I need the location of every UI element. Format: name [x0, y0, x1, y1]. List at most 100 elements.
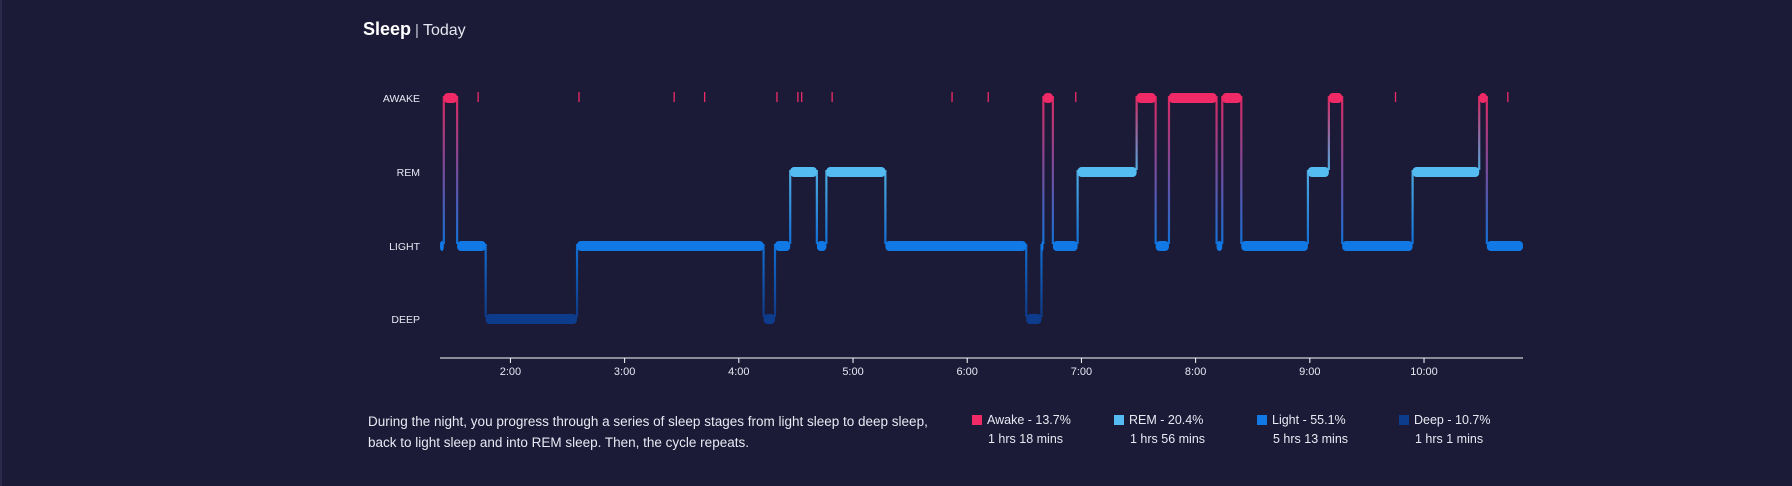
transition-6 [789, 170, 792, 244]
segment-rem-9 [826, 167, 886, 177]
x-tick-label-8: 10:00 [1410, 366, 1438, 378]
segment-rem-7 [790, 167, 817, 177]
transition-23 [1341, 96, 1344, 244]
sleep-description: During the night, you progress through a… [368, 414, 928, 450]
segment-awake-18 [1168, 93, 1217, 103]
segment-rem-22 [1307, 167, 1329, 177]
legend-label-rem: REM - 20.4% [1129, 413, 1204, 427]
transition-26 [1485, 96, 1488, 244]
legend-deep: Deep - 10.7% 1 hrs 1 mins [1399, 413, 1490, 446]
legend-label-awake: Awake - 13.7% [987, 413, 1071, 427]
x-tick-label-2: 4:00 [728, 366, 749, 378]
segment-awake-26 [1479, 93, 1487, 103]
legend-swatch-light [1257, 415, 1267, 425]
transition-1 [456, 96, 459, 244]
stage-label-awake: AWAKE [383, 93, 420, 105]
stage-label-deep: DEEP [391, 314, 420, 326]
brief-awakening-tick-1 [578, 92, 580, 102]
brief-awakening-tick-2 [673, 92, 675, 102]
transition-20 [1240, 96, 1243, 244]
title-separator: | [415, 22, 419, 39]
transition-15 [1135, 96, 1138, 170]
brief-awakening-tick-5 [797, 92, 799, 102]
transition-16 [1154, 96, 1157, 244]
transition-8 [825, 170, 828, 244]
stage-label-light: LIGHT [389, 241, 421, 253]
x-tick-label-5: 7:00 [1071, 366, 1092, 378]
segment-awake-16 [1136, 93, 1156, 103]
legend-light: Light - 55.1% 5 hrs 13 mins [1257, 413, 1348, 446]
segment-light-19 [1216, 241, 1223, 251]
x-tick-label-3: 5:00 [842, 366, 863, 378]
legend-awake: Awake - 13.7% 1 hrs 18 mins [972, 413, 1071, 446]
brief-awakening-tick-6 [801, 92, 803, 102]
stage-label-rem: REM [397, 167, 420, 179]
segment-light-14 [1052, 241, 1078, 251]
brief-awakening-tick-0 [477, 92, 479, 102]
brief-awakening-tick-9 [987, 92, 989, 102]
legend-swatch-rem [1114, 415, 1124, 425]
transition-12 [1042, 96, 1045, 244]
x-tick-label-6: 8:00 [1185, 366, 1206, 378]
legend-duration-light: 5 hrs 13 mins [1273, 432, 1349, 446]
transition-3 [575, 244, 579, 317]
segment-light-2 [457, 241, 486, 251]
segment-light-12 [1041, 241, 1044, 251]
transition-17 [1167, 96, 1171, 244]
segment-rem-15 [1077, 167, 1137, 177]
segment-light-6 [774, 241, 791, 251]
segment-light-27 [1486, 241, 1523, 251]
transition-18 [1215, 96, 1218, 244]
transition-13 [1051, 96, 1054, 244]
legend-duration-rem: 1 hrs 56 mins [1130, 432, 1206, 446]
brief-awakening-tick-3 [703, 92, 706, 102]
title-main: Sleep [363, 19, 412, 39]
segment-awake-1 [443, 93, 458, 103]
transition-10 [1025, 244, 1028, 317]
brief-awakening-tick-7 [831, 92, 833, 102]
sleep-stage-chart: AWAKE REM LIGHT DEEP 2:00 3:00 4:00 5:00 6:00 7:0… [383, 92, 1523, 378]
transition-25 [1478, 96, 1481, 170]
transition-24 [1411, 170, 1414, 244]
segment-deep-5 [763, 314, 775, 324]
segment-deep-3 [485, 314, 578, 324]
segment-light-10 [885, 241, 1027, 251]
segment-light-17 [1155, 241, 1169, 251]
brief-awakening-tick-10 [1075, 92, 1077, 102]
transition-19 [1221, 96, 1224, 244]
transition-21 [1306, 170, 1310, 244]
segment-awake-20 [1222, 93, 1242, 103]
transition-5 [773, 244, 777, 317]
transition-0 [442, 96, 445, 244]
window-edge [0, 0, 2, 486]
brief-awakening-tick-11 [1394, 92, 1397, 102]
segment-awake-23 [1328, 93, 1343, 103]
title-period: Today [422, 22, 466, 39]
x-tick-label-4: 6:00 [957, 366, 978, 378]
legend-label-light: Light - 55.1% [1272, 413, 1346, 427]
brief-awakening-tick-12 [1507, 92, 1509, 102]
transition-11 [1040, 244, 1043, 317]
x-tick-label-1: 3:00 [614, 366, 635, 378]
transition-9 [884, 170, 887, 244]
legend-duration-awake: 1 hrs 18 mins [988, 432, 1064, 446]
segment-rem-25 [1412, 167, 1480, 177]
transition-7 [815, 170, 818, 244]
legend-rem: REM - 20.4% 1 hrs 56 mins [1114, 413, 1205, 446]
legend-swatch-deep [1399, 415, 1409, 425]
x-tick-label-7: 9:00 [1299, 366, 1320, 378]
segment-light-4 [577, 241, 764, 251]
segment-light-21 [1241, 241, 1308, 251]
transition-14 [1076, 170, 1079, 244]
segment-awake-13 [1043, 93, 1053, 103]
segment-light-8 [816, 241, 827, 251]
legend-label-deep: Deep - 10.7% [1414, 413, 1491, 427]
segment-light-24 [1342, 241, 1413, 251]
segment-deep-11 [1026, 314, 1042, 324]
legend-swatch-awake [972, 415, 982, 425]
transition-4 [762, 244, 765, 317]
x-tick-label-0: 2:00 [500, 366, 521, 378]
segment-light-0 [440, 241, 444, 251]
legend-duration-deep: 1 hrs 1 mins [1415, 432, 1484, 446]
transition-2 [484, 244, 487, 317]
